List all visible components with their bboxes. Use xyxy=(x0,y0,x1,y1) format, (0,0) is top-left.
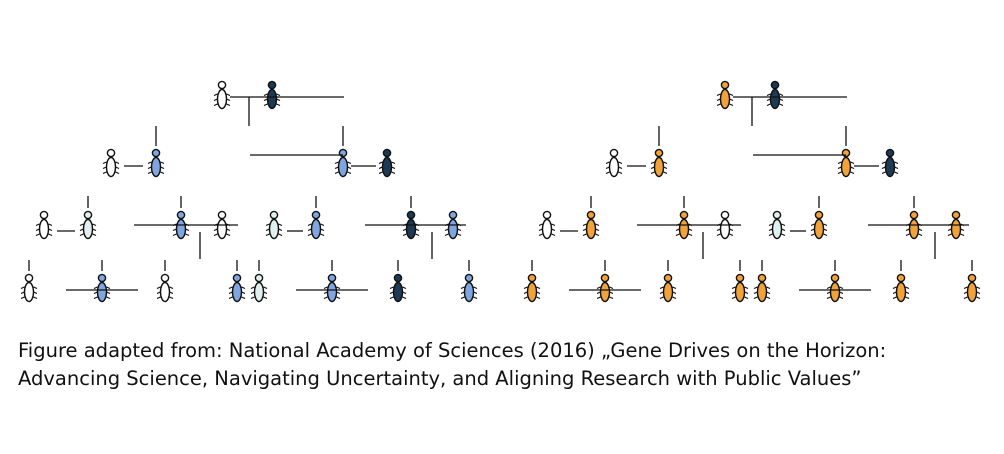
insect-icon-left-g3-1 xyxy=(35,210,53,240)
insect-icon-left-g4-2 xyxy=(93,273,111,303)
insect-icon-right-g3-5 xyxy=(768,210,786,240)
insect-icon-right-g3-1 xyxy=(538,210,556,240)
insect-icon-left-g3-3 xyxy=(172,210,190,240)
insect-icon-right-g2-2 xyxy=(650,148,668,178)
insect-icon-left-g4-4 xyxy=(228,273,246,303)
insect-icon-right-g4-1 xyxy=(523,273,541,303)
insect-icon-right-g1-1 xyxy=(716,80,734,110)
figure-caption: Figure adapted from: National Academy of… xyxy=(18,337,988,393)
insect-icon-right-g3-6 xyxy=(810,210,828,240)
insect-icon-left-g4-1 xyxy=(20,273,38,303)
insect-icon-left-g4-6 xyxy=(323,273,341,303)
insect-icon-right-g2-4 xyxy=(881,148,899,178)
insect-icon-right-g2-3 xyxy=(837,148,855,178)
insect-icon-left-g1-1 xyxy=(213,80,231,110)
insect-icon-left-g2-2 xyxy=(147,148,165,178)
insect-icon-left-g2-1 xyxy=(102,148,120,178)
insect-icon-right-g4-8 xyxy=(963,273,981,303)
insect-icon-right-g4-7 xyxy=(892,273,910,303)
insect-icon-left-g3-8 xyxy=(444,210,462,240)
pedigree-right xyxy=(523,80,981,303)
insect-icon-right-g4-5 xyxy=(753,273,771,303)
insect-icon-left-g4-3 xyxy=(156,273,174,303)
insect-icon-right-g4-2 xyxy=(596,273,614,303)
insect-icon-right-g3-2 xyxy=(582,210,600,240)
insect-icon-left-g3-5 xyxy=(265,210,283,240)
insect-icon-right-g1-2 xyxy=(766,80,784,110)
insect-icon-left-g4-8 xyxy=(460,273,478,303)
insect-icon-right-g4-4 xyxy=(731,273,749,303)
caption-line-1: Figure adapted from: National Academy of… xyxy=(18,339,887,362)
insect-icon-right-g4-3 xyxy=(659,273,677,303)
insect-icon-left-g3-7 xyxy=(402,210,420,240)
pedigree-left xyxy=(20,80,478,303)
insect-icon-left-g4-5 xyxy=(250,273,268,303)
insect-icon-left-g2-3 xyxy=(334,148,352,178)
insect-icon-left-g4-7 xyxy=(389,273,407,303)
insect-icon-left-g2-4 xyxy=(378,148,396,178)
insect-icon-right-g4-6 xyxy=(826,273,844,303)
insect-icon-right-g2-1 xyxy=(605,148,623,178)
insect-icon-right-g3-4 xyxy=(716,210,734,240)
insect-icon-right-g3-8 xyxy=(947,210,965,240)
insect-icon-left-g1-2 xyxy=(263,80,281,110)
caption-line-2: Advancing Science, Navigating Uncertaint… xyxy=(18,367,862,390)
insect-icon-left-g3-2 xyxy=(79,210,97,240)
insect-icon-right-g3-3 xyxy=(675,210,693,240)
insect-icon-left-g3-6 xyxy=(307,210,325,240)
